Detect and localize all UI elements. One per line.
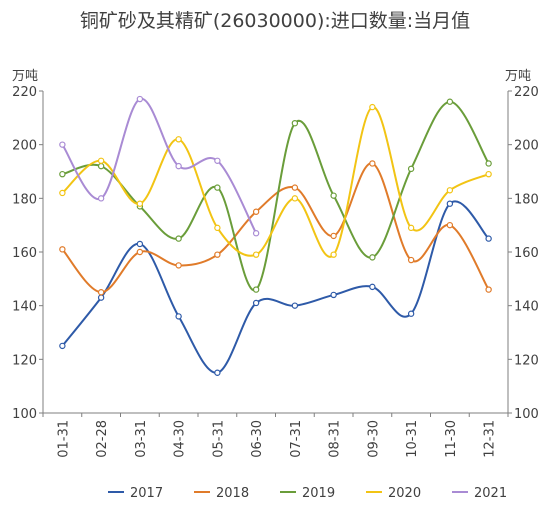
legend-label-2019: 2019	[302, 486, 335, 501]
data-point-2017	[407, 310, 415, 317]
y-tick-label-right: 140	[514, 300, 539, 315]
x-tick-label: 03-31	[134, 420, 149, 458]
y-tick-label-left: 140	[12, 300, 37, 315]
series-2017	[59, 200, 492, 376]
series-line-2017	[61, 200, 490, 374]
data-point-2017	[214, 369, 221, 376]
x-tick-label: 06-30	[250, 420, 265, 458]
x-tick-label: 11-30	[444, 420, 459, 458]
x-tick-label: 01-31	[56, 420, 71, 458]
y-tick-label-right: 220	[514, 85, 539, 100]
legend-label-2018: 2018	[216, 486, 249, 501]
data-point-2019	[291, 119, 299, 127]
chart-title: 铜矿砂及其精矿(26030000):进口数量:当月值	[79, 10, 471, 32]
data-point-2020	[252, 251, 260, 258]
data-point-2021	[97, 195, 105, 202]
data-point-2021	[175, 162, 182, 170]
data-point-2018	[252, 208, 260, 215]
data-point-2018	[59, 246, 66, 253]
data-point-2020	[330, 251, 337, 258]
data-point-2018	[136, 248, 144, 256]
data-point-2020	[369, 103, 376, 111]
x-tick-label: 12-31	[483, 420, 498, 458]
legend-label-2021: 2021	[474, 486, 507, 501]
y-tick-label-right: 200	[514, 139, 539, 154]
x-tick-label: 07-31	[289, 420, 304, 458]
x-tick-label: 04-30	[173, 420, 188, 458]
legend: 2017 2018 2019 2020 2021	[108, 486, 507, 501]
y-tick-label-left: 220	[12, 85, 37, 100]
data-point-2018	[330, 232, 337, 240]
y-tick-label-left: 100	[12, 407, 37, 422]
right-unit-label: 万吨	[505, 69, 531, 84]
legend-label-2020: 2020	[388, 486, 421, 501]
data-point-2020	[407, 224, 415, 232]
data-point-2018	[291, 184, 299, 191]
data-point-2020	[446, 187, 454, 194]
series-line-2018	[61, 162, 490, 294]
data-point-2018	[407, 256, 415, 264]
data-point-2020	[175, 136, 182, 143]
data-point-2018	[446, 221, 454, 229]
data-point-2019	[330, 192, 337, 199]
data-point-2017	[252, 299, 260, 307]
y-tick-label-right: 180	[514, 192, 539, 207]
data-point-2019	[446, 98, 454, 105]
data-point-2020	[485, 170, 492, 178]
data-point-2019	[252, 286, 260, 293]
y-tick-label-left: 180	[12, 192, 37, 207]
data-point-2017	[59, 342, 66, 350]
data-point-2018	[214, 251, 221, 258]
data-point-2017	[175, 313, 182, 320]
data-point-2017	[485, 235, 492, 242]
data-point-2019	[59, 170, 66, 178]
x-tick-label: 08-31	[328, 420, 343, 458]
data-point-2020	[59, 189, 66, 197]
data-point-2018	[97, 289, 105, 296]
data-point-2017	[291, 302, 299, 309]
data-point-2020	[97, 157, 105, 164]
axes: 100 100 120 120 140 140 160 160 180 180 200 200 220 2…	[12, 85, 539, 458]
data-point-2021	[252, 230, 260, 237]
data-point-2019	[485, 160, 492, 167]
data-point-2018	[175, 262, 182, 269]
y-tick-label-left: 160	[12, 246, 37, 261]
left-unit-label: 万吨	[12, 69, 38, 84]
data-point-2018	[369, 160, 376, 167]
data-point-2020	[136, 200, 144, 207]
data-point-2017	[330, 291, 337, 299]
data-point-2020	[214, 224, 221, 232]
series-2018	[59, 160, 492, 296]
data-point-2019	[214, 184, 221, 191]
series-2019	[59, 98, 492, 293]
data-point-2021	[214, 157, 221, 164]
data-point-2020	[291, 195, 299, 202]
series-2020	[59, 103, 492, 258]
legend-label-2017: 2017	[130, 486, 163, 501]
series-layer	[59, 95, 492, 376]
series-2021	[59, 95, 260, 237]
x-tick-label: 09-30	[366, 420, 381, 458]
data-point-2017	[136, 240, 144, 248]
data-point-2017	[369, 283, 376, 291]
x-tick-label: 10-31	[405, 420, 420, 458]
data-point-2019	[369, 254, 376, 261]
x-tick-label: 05-31	[211, 420, 226, 458]
data-point-2017	[446, 200, 454, 207]
y-tick-label-left: 120	[12, 353, 37, 368]
data-point-2019	[175, 235, 182, 242]
data-point-2017	[97, 294, 105, 301]
series-line-2021	[61, 98, 258, 234]
y-tick-label-right: 100	[514, 407, 539, 422]
data-point-2019	[97, 162, 105, 170]
y-tick-label-right: 160	[514, 246, 539, 261]
y-tick-label-right: 120	[514, 353, 539, 368]
data-point-2021	[59, 141, 66, 148]
data-point-2019	[407, 165, 415, 173]
x-tick-label: 02-28	[95, 420, 110, 458]
y-tick-label-left: 200	[12, 139, 37, 154]
data-point-2021	[136, 95, 144, 103]
data-point-2018	[485, 286, 492, 293]
